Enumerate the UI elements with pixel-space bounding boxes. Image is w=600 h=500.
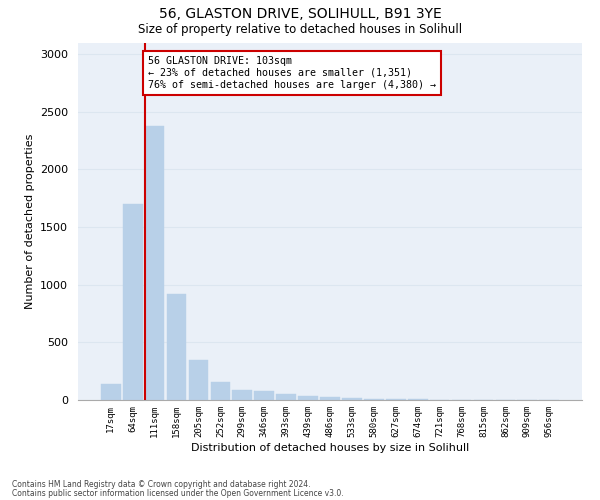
Bar	[211, 382, 230, 400]
Bar	[232, 390, 252, 400]
Bar	[145, 126, 164, 400]
Bar	[298, 396, 318, 400]
Text: Contains HM Land Registry data © Crown copyright and database right 2024.: Contains HM Land Registry data © Crown c…	[12, 480, 311, 489]
Bar	[188, 360, 208, 400]
Bar	[386, 399, 406, 400]
Bar	[167, 294, 187, 400]
Bar	[123, 204, 143, 400]
X-axis label: Distribution of detached houses by size in Solihull: Distribution of detached houses by size …	[191, 442, 469, 452]
Text: Contains public sector information licensed under the Open Government Licence v3: Contains public sector information licen…	[12, 488, 344, 498]
Y-axis label: Number of detached properties: Number of detached properties	[25, 134, 35, 309]
Text: 56, GLASTON DRIVE, SOLIHULL, B91 3YE: 56, GLASTON DRIVE, SOLIHULL, B91 3YE	[158, 8, 442, 22]
Text: Size of property relative to detached houses in Solihull: Size of property relative to detached ho…	[138, 22, 462, 36]
Bar	[364, 399, 384, 400]
Bar	[342, 398, 362, 400]
Bar	[101, 384, 121, 400]
Bar	[276, 394, 296, 400]
Bar	[254, 392, 274, 400]
Text: 56 GLASTON DRIVE: 103sqm
← 23% of detached houses are smaller (1,351)
76% of sem: 56 GLASTON DRIVE: 103sqm ← 23% of detach…	[148, 56, 436, 90]
Bar	[320, 397, 340, 400]
